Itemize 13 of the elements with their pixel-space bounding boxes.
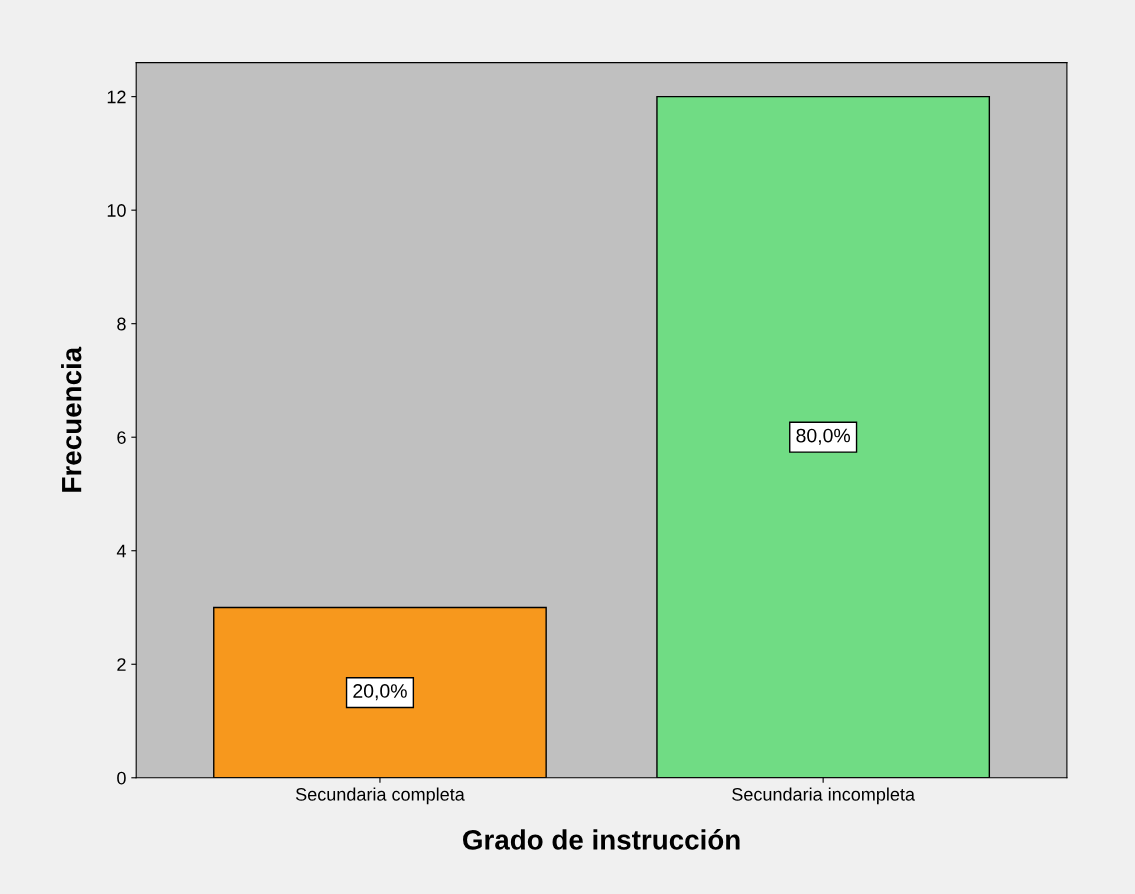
y-tick-label: 6 xyxy=(117,431,126,444)
annotation: 80,0% xyxy=(796,428,851,445)
y-tick-label: 8 xyxy=(117,317,126,331)
y-tick-label: 10 xyxy=(107,204,126,217)
y-tick-label: 2 xyxy=(117,658,126,671)
annotation: 20,0% xyxy=(353,684,407,701)
y-axis-title: Frecuencia xyxy=(61,346,82,492)
x-tick-label: Secundaria incompleta xyxy=(732,787,915,805)
x-axis-title: Grado de instrucción xyxy=(463,829,740,850)
y-tick-label: 0 xyxy=(117,771,126,785)
x-tick-label: Secundaria completa xyxy=(295,787,465,805)
y-tick-label: 4 xyxy=(116,544,126,558)
y-tick-label: 12 xyxy=(107,90,126,104)
